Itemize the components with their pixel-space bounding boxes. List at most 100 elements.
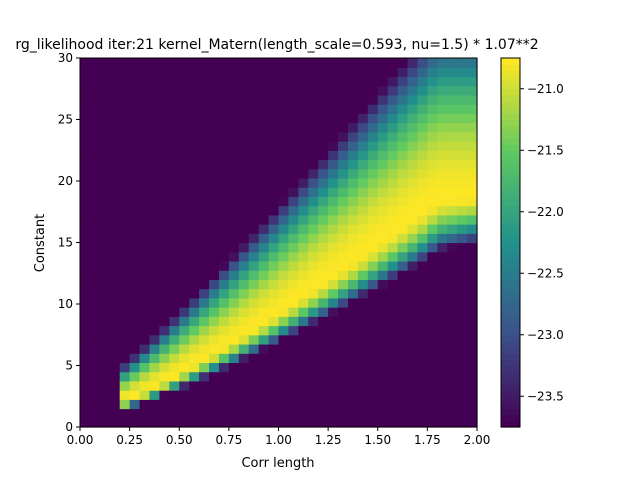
heatmap-cell xyxy=(328,362,339,373)
heatmap-cell xyxy=(169,316,180,327)
heatmap-cell xyxy=(248,58,260,68)
heatmap-cell xyxy=(238,104,250,114)
heatmap-cell xyxy=(387,214,399,225)
heatmap-cell xyxy=(159,67,170,78)
heatmap-cell xyxy=(89,316,101,327)
heatmap-cell xyxy=(447,325,458,336)
heatmap-cell xyxy=(457,177,468,188)
heatmap-cell xyxy=(397,270,409,280)
heatmap-cell xyxy=(99,85,111,96)
heatmap-cell xyxy=(367,260,379,271)
heatmap-cell xyxy=(347,187,359,197)
heatmap-cell xyxy=(417,390,428,400)
heatmap-cell xyxy=(427,297,438,308)
heatmap-cell xyxy=(308,168,319,179)
heatmap-cell xyxy=(427,177,438,188)
heatmap-cell xyxy=(209,76,220,87)
heatmap-cell xyxy=(99,325,111,336)
heatmap-cell xyxy=(258,380,270,391)
heatmap-cell xyxy=(199,307,210,317)
heatmap-cell xyxy=(109,196,121,207)
heatmap-cell xyxy=(179,279,190,290)
heatmap-cell xyxy=(387,94,399,105)
heatmap-cell xyxy=(80,150,91,161)
heatmap-cell xyxy=(159,141,170,151)
heatmap-cell xyxy=(129,94,141,105)
heatmap-cell xyxy=(427,279,438,290)
heatmap-cell xyxy=(169,353,180,364)
heatmap-cell xyxy=(268,353,280,364)
heatmap-cell xyxy=(417,214,428,225)
heatmap-cell xyxy=(357,113,369,124)
heatmap-cell xyxy=(407,288,419,299)
heatmap-cell xyxy=(179,371,190,382)
heatmap-cell xyxy=(119,334,131,345)
heatmap-cell xyxy=(387,168,399,179)
heatmap-cell xyxy=(347,279,359,290)
heatmap-cell xyxy=(179,408,190,419)
heatmap-cell xyxy=(258,150,270,161)
heatmap-cell xyxy=(288,94,299,105)
heatmap-cell xyxy=(387,196,399,207)
heatmap-cell xyxy=(467,233,478,244)
heatmap-cell xyxy=(248,334,260,345)
heatmap-cell xyxy=(209,168,220,179)
heatmap-cell xyxy=(80,196,91,207)
heatmap-cell xyxy=(89,196,101,207)
heatmap-cell xyxy=(248,390,260,400)
heatmap-cell xyxy=(447,177,458,188)
heatmap-cell xyxy=(248,307,260,317)
heatmap-cell xyxy=(199,288,210,299)
heatmap-cell xyxy=(288,325,299,336)
heatmap-cell xyxy=(377,316,389,327)
heatmap-cell xyxy=(318,325,329,336)
heatmap-cell xyxy=(407,94,419,105)
heatmap-cell xyxy=(129,187,141,197)
y-tick-label: 20 xyxy=(58,174,73,188)
heatmap-cell xyxy=(238,408,250,419)
heatmap-cell xyxy=(139,399,151,410)
heatmap-cell xyxy=(218,159,230,170)
heatmap-cell xyxy=(397,187,409,197)
colorbar-segment xyxy=(501,64,520,71)
heatmap-cell xyxy=(467,408,478,419)
heatmap-cell xyxy=(467,177,478,188)
colorbar-segment xyxy=(501,107,520,114)
heatmap-cell xyxy=(99,242,111,253)
heatmap-cell xyxy=(99,307,111,317)
heatmap-cell xyxy=(129,205,141,216)
heatmap-cell xyxy=(298,353,309,364)
heatmap-cell xyxy=(209,177,220,188)
heatmap-cell xyxy=(119,58,131,68)
heatmap-cell xyxy=(179,104,190,114)
heatmap-cell xyxy=(347,76,359,87)
heatmap-cell xyxy=(268,417,280,428)
colorbar-segment xyxy=(501,76,520,84)
heatmap-cell xyxy=(397,233,409,244)
heatmap-cell xyxy=(437,325,448,336)
heatmap-cell xyxy=(308,260,319,271)
heatmap-cell xyxy=(328,408,339,419)
colorbar-tick-label: −21.0 xyxy=(527,82,564,96)
heatmap-cell xyxy=(109,205,121,216)
heatmap-cell xyxy=(357,58,369,68)
heatmap-cell xyxy=(139,334,151,345)
x-tick-label: 0.00 xyxy=(67,433,94,447)
y-tick-label: 25 xyxy=(58,113,73,127)
heatmap-cell xyxy=(377,224,389,234)
heatmap-cell xyxy=(397,260,409,271)
heatmap-cell xyxy=(159,214,170,225)
heatmap-cell xyxy=(109,279,121,290)
heatmap-cell xyxy=(159,288,170,299)
heatmap-cell xyxy=(447,67,458,78)
heatmap-cell xyxy=(238,196,250,207)
heatmap-cell xyxy=(258,408,270,419)
heatmap-cell xyxy=(457,122,468,133)
heatmap-cell xyxy=(437,307,448,317)
heatmap-cell xyxy=(298,270,309,280)
heatmap-cell xyxy=(427,113,438,124)
heatmap-cell xyxy=(149,297,161,308)
heatmap-cell xyxy=(278,141,290,151)
heatmap-cell xyxy=(119,122,131,133)
heatmap-cell xyxy=(427,334,438,345)
